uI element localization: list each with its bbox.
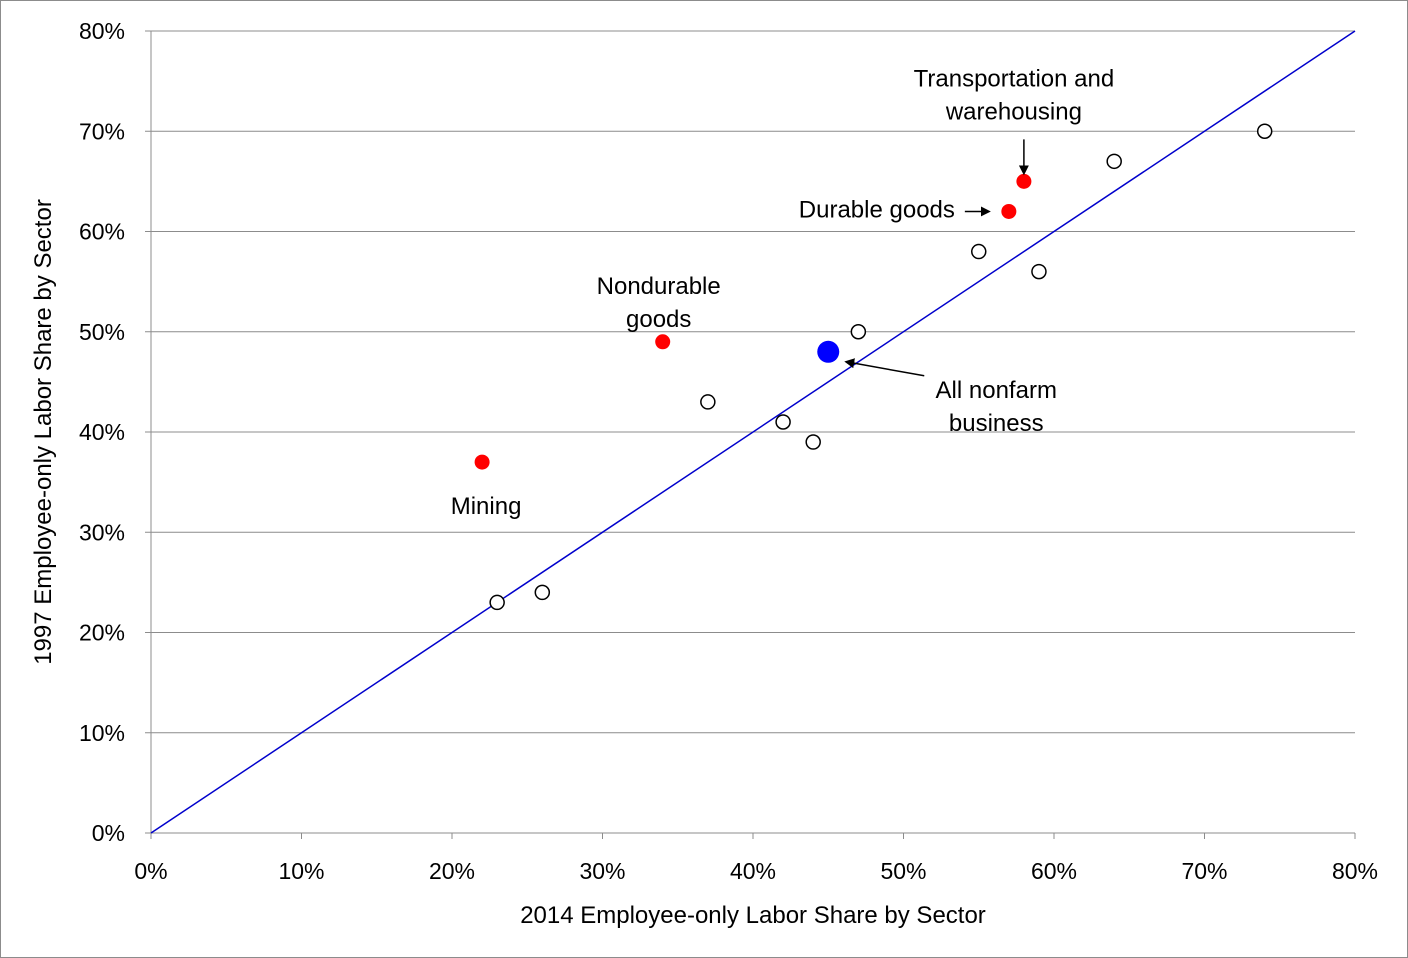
x-tick-label: 20%: [429, 858, 475, 884]
x-tick-label: 60%: [1031, 858, 1077, 884]
x-tick-label: 30%: [579, 858, 625, 884]
annotation-line: goods: [626, 306, 691, 333]
x-tick-label: 50%: [880, 858, 926, 884]
annotation-label: Transportation and warehousing: [914, 65, 1115, 125]
y-tick-label: 80%: [79, 18, 125, 44]
data-point: [700, 394, 716, 410]
tick-labels: 0% 10% 20% 30% 40% 50% 60% 70% 80% 0% 10% 20% 30% 40%…: [79, 18, 1378, 884]
y-tick-label: 50%: [79, 319, 125, 345]
reference-line: [150, 30, 1356, 834]
annotation-line: Transportation and: [914, 65, 1115, 92]
annotation-line: warehousing: [945, 98, 1082, 125]
annotations: Mining Nondurable goods Durable goods Transp…: [451, 65, 1114, 520]
y-tick-label: 30%: [79, 519, 125, 545]
y-tick-label: 60%: [79, 219, 125, 245]
y-axis-title: 1997 Employee-only Labor Share by Sector: [30, 199, 57, 665]
y-tick-label: 20%: [79, 620, 125, 646]
annotation-arrow: [844, 358, 925, 377]
data-point: [971, 243, 987, 260]
data-point: [850, 324, 867, 340]
axes: [145, 30, 1356, 839]
annotation-line: Durable goods: [799, 196, 955, 223]
data-point-highlighted: [655, 334, 671, 350]
x-tick-label: 40%: [730, 858, 776, 884]
data-point: [1106, 153, 1122, 170]
annotation-line: Nondurable: [597, 273, 721, 300]
annotation-label: Mining: [451, 493, 522, 520]
data-point: [775, 414, 791, 430]
data-point: [489, 594, 505, 611]
annotation-label: All nonfarm business: [936, 377, 1057, 437]
data-point-aggregate: [817, 340, 840, 363]
y-tick-label: 0%: [92, 820, 125, 846]
gridlines: [151, 30, 1355, 734]
annotation-label: Nondurable goods: [597, 273, 721, 333]
y-tick-label: 70%: [79, 118, 125, 144]
data-point-highlighted: [1001, 203, 1017, 219]
data-point: [1031, 263, 1047, 280]
data-points: [474, 123, 1273, 611]
data-point-highlighted: [1016, 173, 1032, 189]
annotation-label: Durable goods: [799, 196, 955, 223]
x-axis-title: 2014 Employee-only Labor Share by Sector: [520, 902, 986, 929]
x-tick-label: 80%: [1332, 858, 1378, 884]
y-tick-label: 40%: [79, 419, 125, 445]
reference-line-group: [150, 30, 1356, 834]
data-point-highlighted: [474, 454, 490, 470]
x-tick-label: 70%: [1181, 858, 1227, 884]
x-tick-label: 10%: [278, 858, 324, 884]
data-point: [1256, 123, 1273, 139]
annotation-line: business: [949, 410, 1044, 437]
annotation-line: Mining: [451, 493, 522, 520]
annotation-line: All nonfarm: [936, 377, 1057, 404]
y-tick-label: 10%: [79, 720, 125, 746]
data-point: [534, 584, 551, 601]
x-tick-label: 0%: [134, 858, 167, 884]
data-point: [805, 434, 821, 450]
